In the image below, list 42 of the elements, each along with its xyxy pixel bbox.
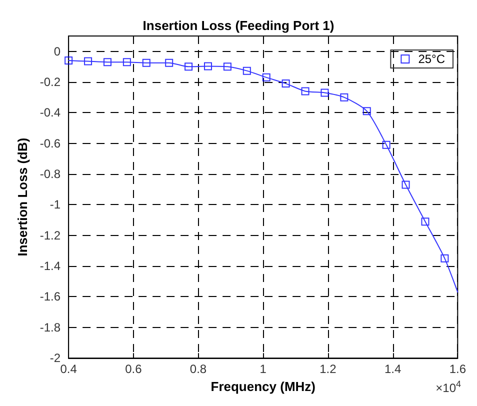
point	[301, 87, 310, 96]
point	[103, 58, 112, 66]
point	[262, 73, 270, 82]
point	[84, 57, 92, 66]
y-tick-label: -1.8	[40, 320, 61, 334]
y-tick-label: -0.6	[40, 136, 61, 150]
point	[184, 62, 193, 71]
y-tick-label: -1	[50, 198, 61, 212]
x-axis-title: Frequency (MHz)	[210, 379, 316, 394]
y-tick-label: -0.8	[40, 167, 61, 182]
point	[362, 107, 371, 116]
x-tick-label: 0.8	[190, 362, 207, 376]
y-tick-label: -1.6	[40, 290, 61, 304]
x-tick-label: 1	[260, 362, 267, 376]
point	[122, 58, 131, 66]
y-tick-label: -2	[50, 351, 61, 366]
point	[142, 58, 150, 67]
point	[402, 180, 410, 189]
point	[320, 88, 329, 97]
legend-label: 25°C	[418, 52, 446, 66]
point	[382, 140, 390, 149]
x-tick-label: 1.6	[449, 362, 466, 376]
x-tick-label: 0.6	[125, 362, 142, 376]
point	[242, 66, 251, 75]
point	[165, 58, 174, 67]
point	[440, 254, 449, 262]
point	[340, 93, 348, 102]
point	[204, 62, 212, 70]
point	[421, 218, 430, 226]
y-tick-label: -1.2	[40, 228, 61, 242]
x-tick-label: 1.2	[320, 362, 337, 376]
chart-title: Insertion Loss (Feeding Port 1)	[142, 18, 334, 33]
point	[64, 56, 73, 65]
y-tick-label: -0.4	[40, 106, 61, 120]
y-tick-label: -0.2	[40, 75, 61, 90]
x-tick-label: 0.4	[60, 362, 78, 376]
y-axis-title: Insertion Loss (dB)	[15, 138, 30, 256]
x-tick-label: 1.4	[384, 362, 402, 376]
point	[282, 80, 290, 88]
point	[223, 62, 232, 71]
y-tick-label: -1.4	[40, 259, 61, 274]
y-tick-label: 0	[54, 44, 61, 58]
